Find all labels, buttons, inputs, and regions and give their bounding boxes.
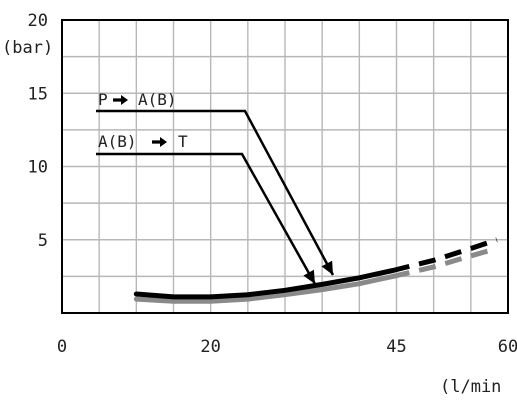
series-line-solid [133, 268, 396, 300]
x-tick-label: 45 [386, 337, 406, 357]
y-tick-label: 10 [28, 158, 48, 178]
annotation-to-label: A(B) [138, 90, 177, 109]
annotation-leaders [96, 109, 335, 285]
annotation-p-to-ab: P A(B) [98, 90, 177, 109]
y-axis-label: (bar) [2, 38, 53, 58]
series-line-dashed [392, 246, 498, 279]
leader-arrowhead-icon [321, 260, 333, 275]
x-axis-label: (l/min [440, 377, 501, 397]
annotation-to-label: T [178, 132, 188, 151]
arrow-right-icon [152, 137, 167, 147]
series-line-solid [133, 273, 396, 304]
chart-grid [61, 19, 509, 314]
annotation-from-label: A(B) [98, 132, 137, 151]
y-tick-label: 5 [38, 231, 48, 251]
arrow-right-icon [113, 95, 128, 105]
x-tick-label: 20 [200, 337, 220, 357]
annotation-from-label: P [98, 90, 108, 109]
x-tick-label: 60 [498, 337, 517, 357]
leader-line [96, 109, 335, 276]
axis-labels: (bar) (l/min 20 15 10 5 0 20 45 60 [2, 11, 517, 397]
chart-curves [133, 237, 498, 304]
leader-arrowhead-icon [303, 269, 315, 284]
series-line-dashed [392, 237, 498, 273]
leader-line [96, 152, 317, 285]
y-tick-label: 15 [28, 84, 48, 104]
plot-frame [61, 19, 509, 314]
annotation-ab-to-t: A(B) T [98, 132, 188, 151]
series-annotations: P A(B) A(B) T [98, 90, 188, 151]
x-tick-label: 0 [57, 337, 67, 357]
y-tick-label: 20 [28, 11, 48, 31]
